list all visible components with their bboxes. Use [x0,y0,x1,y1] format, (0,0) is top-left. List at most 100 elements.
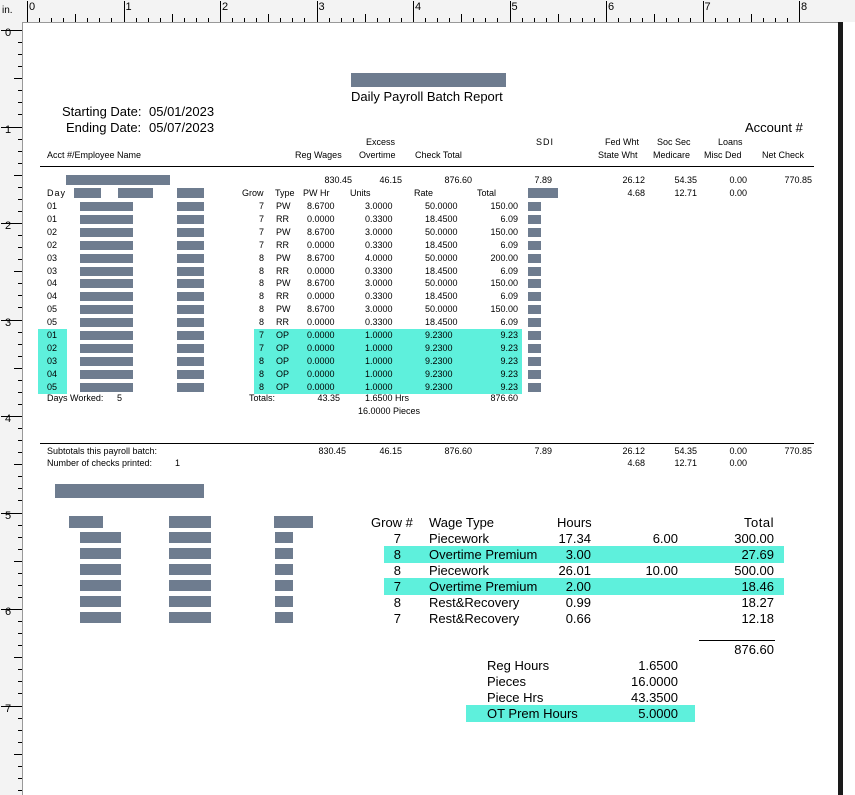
detail-type: RR [276,291,289,301]
ruler-tick [18,717,22,719]
header-reg-wages: Reg Wages [295,150,342,160]
ruler-left-number: 0 [5,27,12,39]
ruler-tick [280,18,282,22]
row-highlight [254,342,522,355]
vertical-ruler: 0 1 2 3 4 5 6 7 [0,22,23,795]
detail-rate: 50.0000 [425,227,458,237]
redacted-field [177,228,204,237]
ruler-left-number: 5 [5,509,12,522]
detail-units: 4.0000 [365,253,393,263]
ruler-tick [195,18,197,22]
ruler-tick [557,14,559,22]
redacted-field [177,370,204,379]
detail-total: 9.23 [500,369,518,379]
ruler-tick [1,30,22,31]
ruler-tick [509,1,511,22]
detail-total: 9.23 [500,343,518,353]
ruler-tick [497,18,499,22]
detail-day: 01 [47,330,58,340]
wage-type: Piecework [429,563,489,578]
ruler-tick [581,18,583,22]
header-misc-ded: Misc Ded [704,150,742,160]
redacted-field [177,267,204,276]
ruler-tick [352,18,354,22]
ruler-left-number: 2 [5,220,12,232]
ruler-tick [593,18,595,22]
wage-grow: 7 [393,579,401,594]
detail-grow: 8 [258,304,264,314]
ruler-tick [1,609,22,610]
ruler-tick [268,14,270,22]
detail-grow: 8 [258,369,264,379]
hours-label: Pieces [487,674,527,689]
wage-row-highlight [384,546,784,563]
totals-label: Totals: [249,393,276,403]
detail-day: 04 [47,291,58,301]
redacted-field [80,596,121,607]
wage-hours: 26.01 [558,563,591,578]
hours-value: 5.0000 [638,706,678,721]
redacted-header [74,188,101,198]
hours-value: 16.0000 [631,674,678,689]
redacted-header [69,516,103,528]
row-highlight [254,355,522,368]
detail-pw-hr: 0.0000 [307,369,335,379]
detail-type: PW [276,201,291,211]
detail-day: 04 [47,369,58,379]
ruler-tick [18,186,22,188]
detail-day: 01 [47,201,58,211]
detail-pw-hr: 8.6700 [307,304,335,314]
redacted-field [80,267,133,276]
ruler-tick [99,18,101,22]
ruler-tick [18,331,22,333]
redacted-field [528,331,541,340]
detail-total: 9.23 [500,382,518,392]
ruler-top-number: 2 [222,1,229,13]
detail-rate: 50.0000 [425,304,458,314]
batch-soc-sec: 54.35 [674,446,697,456]
detail-rate: 50.0000 [425,253,458,263]
row-highlight [38,381,67,394]
ruler-tick [630,18,632,22]
detail-total: 150.00 [490,227,518,237]
detail-header-pw-hr: PW Hr [303,188,330,198]
wage-grand-total: 876.60 [734,642,774,657]
report-title: Daily Payroll Batch Report [351,89,503,104]
redacted-field [177,383,204,392]
ruler-tick [18,548,22,550]
ruler-tick [159,18,161,22]
ruler-top-number: 4 [415,1,422,13]
detail-units: 1.0000 [365,382,393,392]
redacted-field [528,383,541,392]
header-medicare: Medicare [653,150,691,160]
ruler-tick [18,741,22,743]
detail-type: OP [276,356,290,366]
detail-day: 02 [47,227,58,237]
wage-header-total: Total [744,515,774,530]
detail-rate: 9.2300 [425,382,453,392]
wage-grow: 8 [393,563,401,578]
batch-medicare: 12.71 [674,458,697,468]
wage-total-rule [699,640,775,641]
ruler-tick [18,247,22,249]
redacted-field [177,241,204,250]
wage-type: Rest&Recovery [429,611,520,626]
ruler-tick [18,428,22,430]
ruler-tick [449,18,451,22]
ruler-left-number: 6 [5,606,12,618]
ruler-tick [606,1,607,22]
redacted-field [169,564,211,575]
redacted-field [275,580,293,591]
ruler-tick [14,78,22,80]
detail-total: 6.09 [500,214,518,224]
totals-pieces: 16.0000 Pieces [358,406,421,416]
ruler-tick [207,18,209,22]
ruler-tick [18,138,22,140]
detail-day: 01 [47,214,58,224]
report-page [23,23,838,791]
ruler-tick [702,1,704,22]
detail-type: PW [276,227,291,237]
emp-sdi: 7.89 [534,175,552,185]
ruler-tick [18,500,22,502]
horizontal-ruler: 0 1 2 3 4 5 6 7 8 [0,0,855,23]
